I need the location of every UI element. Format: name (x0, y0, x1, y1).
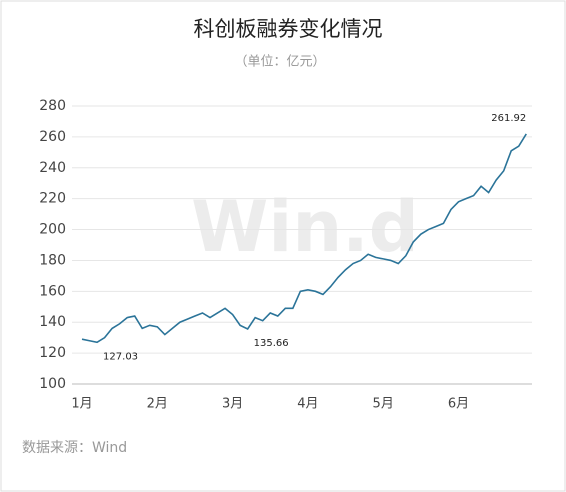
y-tick-label: 160 (39, 283, 66, 299)
data-line (81, 133, 527, 344)
x-tick-label: 6月 (448, 397, 469, 412)
chart-subtitle: （单位：亿元） (234, 55, 325, 70)
x-tick-label: 3月 (222, 397, 243, 412)
source-note: 数据来源：Wind (22, 440, 127, 456)
y-tick-label: 200 (39, 222, 66, 238)
data-label: 135.66 (254, 338, 289, 349)
y-tick-label: 240 (39, 160, 66, 176)
y-tick-label: 100 (39, 376, 66, 392)
watermark: Win.d (191, 186, 419, 268)
y-tick-label: 220 (39, 191, 66, 207)
x-tick-label: 1月 (71, 397, 92, 412)
x-tick-label: 4月 (297, 397, 318, 412)
data-label: 127.03 (103, 351, 138, 362)
y-tick-label: 140 (39, 314, 66, 330)
data-label: 261.92 (491, 113, 526, 124)
chart-title: 科创板融券变化情况 (194, 17, 383, 41)
y-tick-label: 180 (39, 252, 66, 268)
x-tick-label: 2月 (147, 397, 168, 412)
y-tick-label: 260 (39, 129, 66, 145)
y-tick-label: 120 (39, 345, 66, 361)
x-tick-label: 5月 (373, 397, 394, 412)
y-tick-label: 280 (39, 98, 66, 114)
